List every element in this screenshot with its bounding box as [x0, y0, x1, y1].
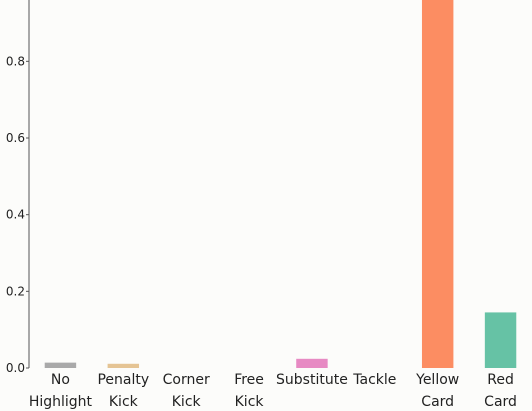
y-tick-label: 0.2: [6, 284, 25, 298]
bars: [44, 0, 517, 368]
y-tick-label: 0.4: [6, 208, 25, 222]
y-tick-label: 0.0: [6, 361, 25, 375]
x-tick-label: Substitute: [276, 372, 348, 388]
x-tick-label: Penalty Kick: [97, 372, 149, 410]
bar[interactable]: [296, 358, 328, 368]
y-tick-label: 0.6: [6, 131, 25, 145]
y-tick-label: 0.8: [6, 54, 25, 68]
x-tick-label: Free Kick: [234, 372, 264, 410]
x-tick-label: Corner Kick: [163, 372, 210, 410]
x-tick-label: No Highlight: [29, 372, 93, 410]
bar[interactable]: [421, 0, 454, 368]
bar[interactable]: [44, 362, 77, 368]
bar[interactable]: [107, 363, 140, 368]
x-tick-label: Yellow Card: [415, 372, 459, 410]
x-tick-label: Tackle: [352, 372, 396, 388]
y-axis-ticks: 0.0 0.2 0.4 0.6 0.8: [6, 54, 29, 375]
bar[interactable]: [484, 312, 517, 368]
x-tick-label: Red Card: [484, 372, 517, 410]
